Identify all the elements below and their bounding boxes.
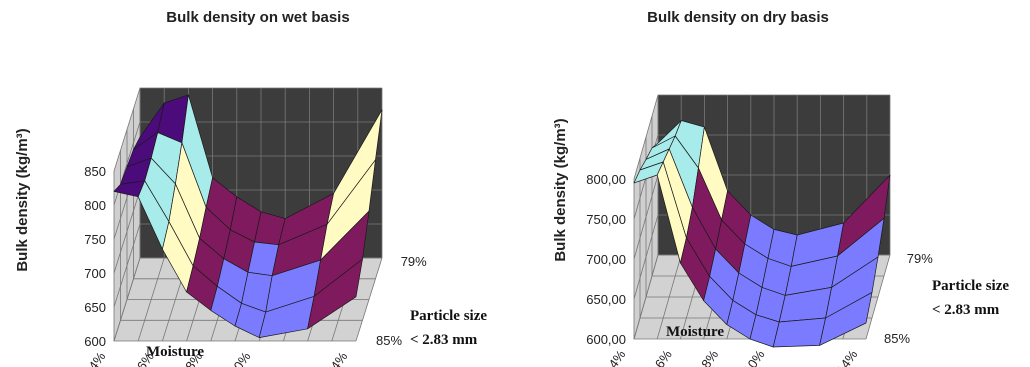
- depth-axis-label-line2: < 2.83 mm: [932, 302, 1000, 318]
- y-tick-label: 650,00: [586, 292, 626, 307]
- depth-axis-label: Particle size: [410, 308, 487, 324]
- x-tick-label: 14%: [323, 349, 350, 367]
- chart-title: Bulk density on wet basis: [166, 9, 349, 26]
- wet-basis-chart: 600 650 700 750 800 850 4% 6% 8% 10% 14% 79% 85% Bulk…: [0, 0, 520, 367]
- depth-axis-label: Particle size: [932, 278, 1009, 294]
- y-tick-label: 650: [84, 300, 106, 315]
- depth-axis-label-line2: < 2.83 mm: [410, 332, 478, 348]
- y-tick-label: 850: [84, 164, 106, 179]
- dry-basis-chart-svg: 600,00 650,00 700,00 750,00 800,00 4% 6% 8% 10% 1…: [520, 0, 1030, 367]
- chart-title: Bulk density on dry basis: [647, 9, 829, 26]
- y-axis-label: Bulk density (kg/m³): [552, 118, 569, 261]
- x-tick-label: 10%: [740, 347, 767, 367]
- y-tick-label: 700: [84, 266, 106, 281]
- depth-tick-label: 79%: [907, 251, 933, 266]
- x-tick-label: 6%: [652, 347, 675, 367]
- y-tick-label: 600,00: [586, 332, 626, 347]
- depth-tick-label: 85%: [376, 333, 402, 348]
- x-axis-label: Moisture: [666, 324, 724, 340]
- x-tick-label: 4%: [85, 349, 108, 367]
- y-axis-label: Bulk density (kg/m³): [14, 128, 31, 271]
- x-tick-label: 4%: [605, 347, 628, 367]
- x-axis-label: Moisture: [146, 344, 204, 360]
- dry-basis-chart: 600,00 650,00 700,00 750,00 800,00 4% 6% 8% 10% 1…: [520, 0, 1030, 367]
- y-tick-label: 600: [84, 334, 106, 349]
- y-tick-label: 800,00: [586, 172, 626, 187]
- x-tick-label: 14%: [833, 347, 860, 367]
- y-tick-label: 800: [84, 198, 106, 213]
- depth-tick-label: 79%: [401, 254, 427, 269]
- y-tick-label: 750: [84, 232, 106, 247]
- depth-tick-label: 85%: [884, 331, 910, 346]
- y-tick-label: 700,00: [586, 252, 626, 267]
- x-tick-label: 10%: [226, 349, 253, 367]
- x-tick-label: 8%: [698, 347, 721, 367]
- surface-facet: [773, 318, 825, 347]
- y-tick-label: 750,00: [586, 212, 626, 227]
